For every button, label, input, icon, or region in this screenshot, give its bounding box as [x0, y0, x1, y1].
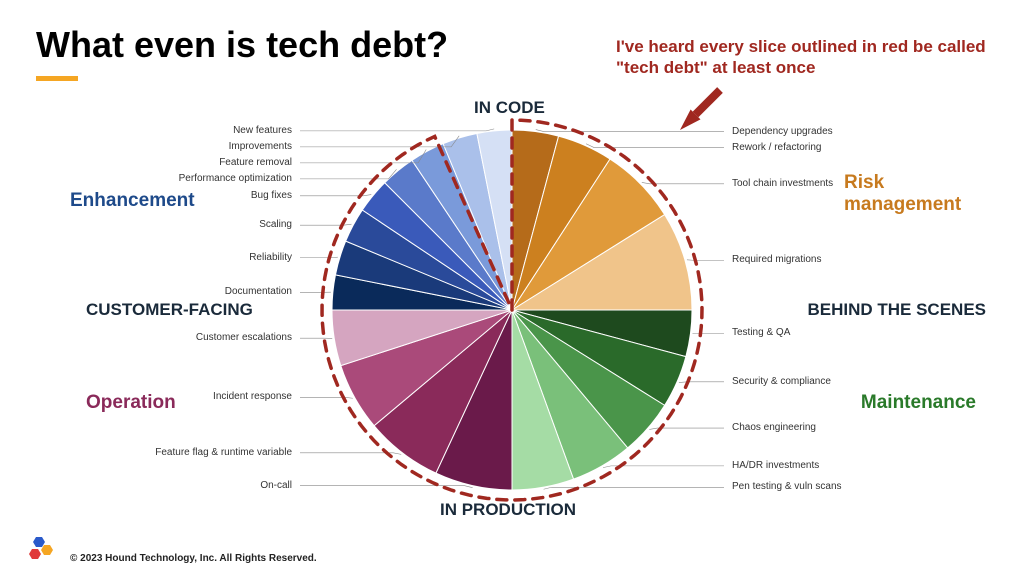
- quadrant-enhancement: Enhancement: [70, 190, 195, 212]
- slice-label: Required migrations: [732, 254, 822, 265]
- logo-icon: [28, 533, 62, 568]
- slice-label: Customer escalations: [196, 332, 292, 343]
- slice-label: Improvements: [229, 141, 292, 152]
- slice-label: Scaling: [259, 219, 292, 230]
- quadrant-operation: Operation: [86, 392, 176, 414]
- slice-label: Reliability: [249, 252, 292, 263]
- axis-label-bottom: IN PRODUCTION: [440, 500, 576, 520]
- slice-label: On-call: [260, 480, 292, 491]
- slice-label: Documentation: [225, 286, 292, 297]
- slice-label: Testing & QA: [732, 327, 790, 338]
- tech-debt-pie-chart: [0, 0, 1024, 574]
- annotation-arrow: [680, 87, 723, 130]
- slice-label: New features: [233, 125, 292, 136]
- slice-label: Incident response: [213, 391, 292, 402]
- axis-label-left: CUSTOMER-FACING: [86, 300, 253, 320]
- slice-label: Performance optimization: [179, 173, 292, 184]
- axis-label-top: IN CODE: [474, 98, 545, 118]
- axis-label-right: BEHIND THE SCENES: [807, 300, 986, 320]
- slice-label: HA/DR investments: [732, 460, 819, 471]
- slice-label: Dependency upgrades: [732, 126, 833, 137]
- quadrant-maintenance: Maintenance: [861, 392, 976, 414]
- slice-label: Security & compliance: [732, 376, 831, 387]
- slice-label: Bug fixes: [251, 190, 292, 201]
- slice-label: Chaos engineering: [732, 422, 816, 433]
- slice-label: Tool chain investments: [732, 178, 833, 189]
- footer-copyright: © 2023 Hound Technology, Inc. All Rights…: [70, 553, 317, 564]
- slice-label: Rework / refactoring: [732, 142, 821, 153]
- quadrant-risk: Risk management: [844, 172, 964, 216]
- slice-label: Feature flag & runtime variable: [155, 447, 292, 458]
- slice-label: Feature removal: [219, 157, 292, 168]
- slice-label: Pen testing & vuln scans: [732, 481, 842, 492]
